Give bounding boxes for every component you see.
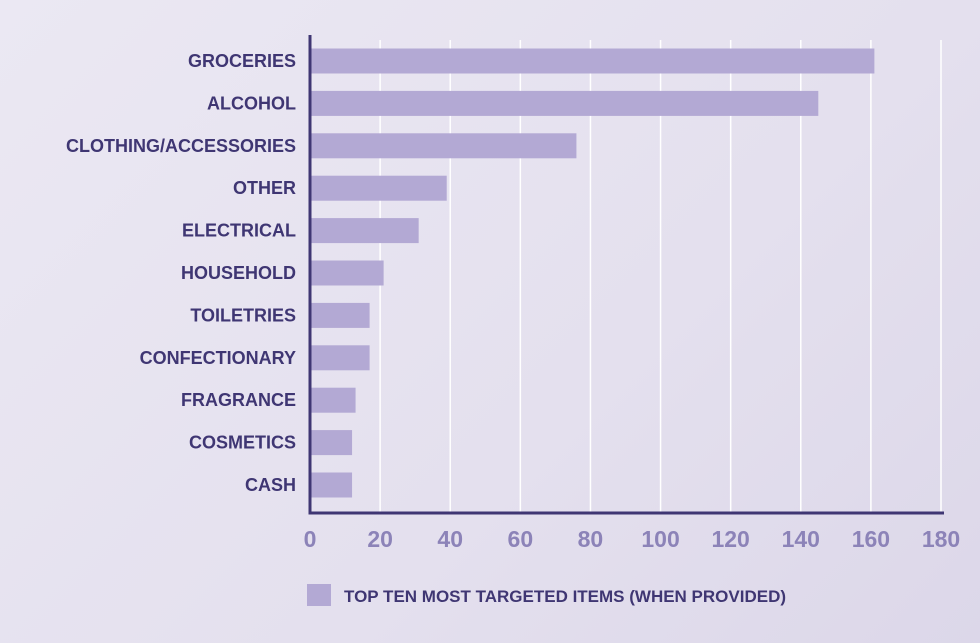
bar-confectionary	[311, 345, 370, 371]
category-label: OTHER	[233, 178, 296, 198]
category-label: ELECTRICAL	[182, 221, 296, 241]
category-label: GROCERIES	[188, 51, 296, 71]
x-tick-label: 100	[641, 526, 679, 552]
x-tick-label: 0	[304, 526, 317, 552]
bar-electrical	[311, 218, 419, 244]
bar-clothing-accessories	[311, 133, 577, 159]
category-label: COSMETICS	[189, 433, 296, 453]
bar-fragrance	[311, 387, 356, 413]
category-label: HOUSEHOLD	[181, 263, 296, 283]
bar-other	[311, 175, 447, 201]
x-tick-label: 120	[711, 526, 749, 552]
x-tick-label: 20	[367, 526, 393, 552]
x-tick-label: 40	[437, 526, 463, 552]
x-tick-label: 60	[508, 526, 534, 552]
bar-alcohol	[311, 90, 819, 116]
legend-swatch	[307, 584, 331, 606]
bar-cash	[311, 472, 353, 498]
bar-cosmetics	[311, 430, 353, 456]
category-label: CASH	[245, 475, 296, 495]
bar-household	[311, 260, 384, 286]
x-tick-label: 180	[922, 526, 960, 552]
bar-groceries	[311, 48, 875, 74]
category-label: TOILETRIES	[190, 305, 296, 325]
x-tick-label: 160	[852, 526, 890, 552]
category-label: FRAGRANCE	[181, 390, 296, 410]
x-tick-label: 140	[782, 526, 820, 552]
category-label: ALCOHOL	[207, 93, 296, 113]
x-tick-label: 80	[578, 526, 604, 552]
category-label: CLOTHING/ACCESSORIES	[66, 136, 296, 156]
legend-label: TOP TEN MOST TARGETED ITEMS (WHEN PROVID…	[344, 587, 786, 606]
category-label: CONFECTIONARY	[140, 348, 296, 368]
bar-toiletries	[311, 302, 370, 328]
